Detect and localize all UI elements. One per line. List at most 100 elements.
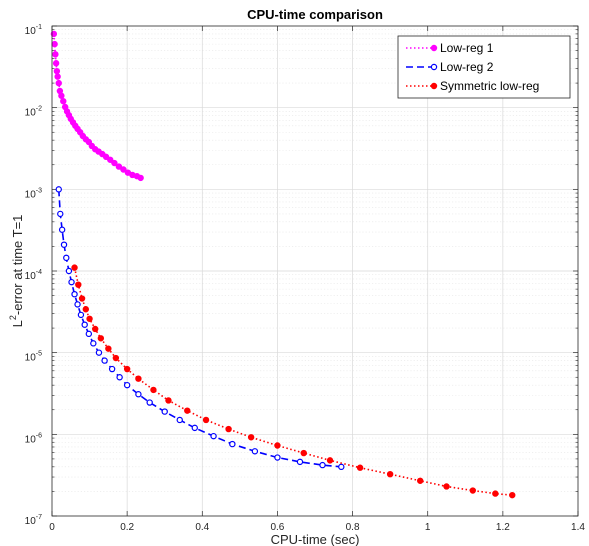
data-point-low-reg-1	[51, 40, 58, 48]
data-point-low-reg-2	[65, 267, 73, 275]
legend-marker-symmetric-low-reg	[430, 82, 438, 90]
data-point-low-reg-2	[60, 241, 68, 248]
y-tick-exponent: -7	[36, 514, 42, 521]
y-tick-base: 10	[25, 353, 37, 364]
legend-marker-low-reg-1	[430, 44, 438, 52]
data-point-low-reg-2	[108, 365, 116, 373]
data-point-low-reg-2	[77, 311, 85, 319]
y-tick-base: 10	[25, 189, 37, 200]
data-point-symmetric-low-reg	[247, 434, 255, 441]
y-tick-exponent: -3	[36, 187, 42, 194]
data-point-symmetric-low-reg	[123, 365, 131, 373]
data-point-symmetric-low-reg	[112, 354, 120, 362]
data-point-low-reg-2	[176, 416, 183, 424]
data-point-low-reg-2	[71, 290, 78, 298]
legend-marker-low-reg-2	[430, 63, 438, 71]
data-point-symmetric-low-reg	[75, 281, 82, 288]
legend: Low-reg 1 Low-reg 2 Symmetric low-reg	[397, 35, 571, 99]
data-point-low-reg-2	[90, 340, 97, 347]
y-tick-base: 10	[25, 434, 37, 445]
x-tick-label: 1.2	[496, 522, 510, 533]
data-point-low-reg-2	[191, 424, 198, 432]
x-tick-label: 1.4	[571, 522, 585, 533]
data-point-low-reg-2	[135, 391, 142, 398]
data-point-low-reg-1	[111, 159, 118, 167]
y-tick-base: 10	[25, 271, 37, 282]
data-point-symmetric-low-reg	[150, 386, 157, 394]
legend-entry-low-reg-1: Low-reg 1	[406, 41, 494, 55]
data-point-low-reg-2	[274, 454, 281, 461]
data-point-symmetric-low-reg	[417, 477, 424, 484]
data-point-symmetric-low-reg	[509, 491, 516, 499]
data-point-symmetric-low-reg	[71, 264, 78, 271]
data-point-low-reg-1	[52, 51, 59, 58]
data-point-low-reg-2	[116, 374, 123, 381]
data-point-low-reg-2	[74, 301, 81, 308]
data-point-low-reg-2	[58, 226, 66, 233]
y-tick-exponent: -4	[36, 269, 42, 276]
data-point-symmetric-low-reg	[274, 442, 281, 449]
x-tick-label: 0	[49, 522, 55, 533]
data-point-low-reg-2	[338, 463, 345, 471]
legend-entry-low-reg-2: Low-reg 2	[406, 60, 494, 74]
axis-ticks	[51, 25, 579, 517]
major-grid	[52, 26, 578, 516]
data-point-low-reg-2	[161, 408, 168, 415]
y-tick-label: 10-3	[25, 187, 42, 200]
y-tick-label: 10-7	[25, 514, 42, 527]
legend-box	[397, 35, 571, 99]
legend-label-symmetric-low-reg: Symmetric low-reg	[440, 79, 539, 93]
data-point-symmetric-low-reg	[86, 315, 93, 322]
data-point-low-reg-2	[123, 381, 131, 389]
x-tick-label: 0.2	[120, 522, 134, 533]
legend-label-low-reg-1: Low-reg 1	[440, 41, 494, 55]
data-point-symmetric-low-reg	[469, 487, 476, 494]
series-line-symmetric-low-reg	[73, 267, 513, 496]
data-point-low-reg-1	[52, 60, 60, 67]
data-point-low-reg-2	[57, 210, 64, 218]
x-axis-label: CPU-time (sec)	[271, 532, 360, 546]
y-tick-label: 10-6	[25, 432, 42, 445]
data-point-symmetric-low-reg	[184, 407, 191, 414]
data-point-low-reg-1	[115, 163, 123, 170]
y-tick-exponent: -5	[36, 351, 42, 358]
y-tick-base: 10	[25, 516, 37, 527]
data-point-low-reg-1	[102, 153, 110, 161]
data-point-symmetric-low-reg	[443, 483, 450, 490]
data-point-symmetric-low-reg	[326, 457, 334, 464]
y-tick-label: 10-5	[25, 351, 42, 364]
y-tick-exponent: -1	[36, 24, 42, 31]
data-point-symmetric-low-reg	[97, 335, 105, 342]
data-point-symmetric-low-reg	[356, 464, 364, 471]
data-point-low-reg-1	[60, 97, 67, 105]
x-tick-label: 1	[425, 522, 431, 533]
legend-label-low-reg-2: Low-reg 2	[440, 60, 494, 74]
series-low-reg-1	[50, 30, 144, 182]
data-point-symmetric-low-reg	[492, 490, 499, 497]
x-tick-label: 0.8	[346, 522, 360, 533]
data-point-low-reg-2	[55, 186, 62, 193]
data-point-symmetric-low-reg	[225, 425, 232, 433]
data-point-symmetric-low-reg	[300, 449, 307, 457]
data-point-low-reg-2	[210, 432, 217, 440]
data-point-low-reg-1	[137, 174, 144, 182]
plot-frame	[51, 25, 579, 517]
y-tick-exponent: -2	[36, 106, 42, 113]
chart-title: CPU-time comparison	[247, 7, 383, 22]
data-point-symmetric-low-reg	[105, 345, 112, 352]
x-tick-label: 0.4	[195, 522, 209, 533]
series-low-reg-2	[55, 186, 345, 471]
data-point-low-reg-2	[81, 321, 88, 328]
data-point-low-reg-2	[68, 278, 75, 286]
y-axis-label-base: L	[10, 320, 25, 327]
data-point-symmetric-low-reg	[165, 397, 172, 404]
data-point-symmetric-low-reg	[135, 375, 142, 382]
series-layer	[50, 30, 516, 499]
y-tick-labels: 10-7 10-6 10-5 10-4 10-3 10-2 10-1	[25, 24, 42, 527]
data-point-low-reg-1	[53, 67, 61, 75]
y-tick-base: 10	[25, 26, 37, 37]
data-point-low-reg-2	[85, 330, 93, 338]
data-point-low-reg-1	[58, 92, 65, 99]
data-point-symmetric-low-reg	[82, 306, 90, 313]
